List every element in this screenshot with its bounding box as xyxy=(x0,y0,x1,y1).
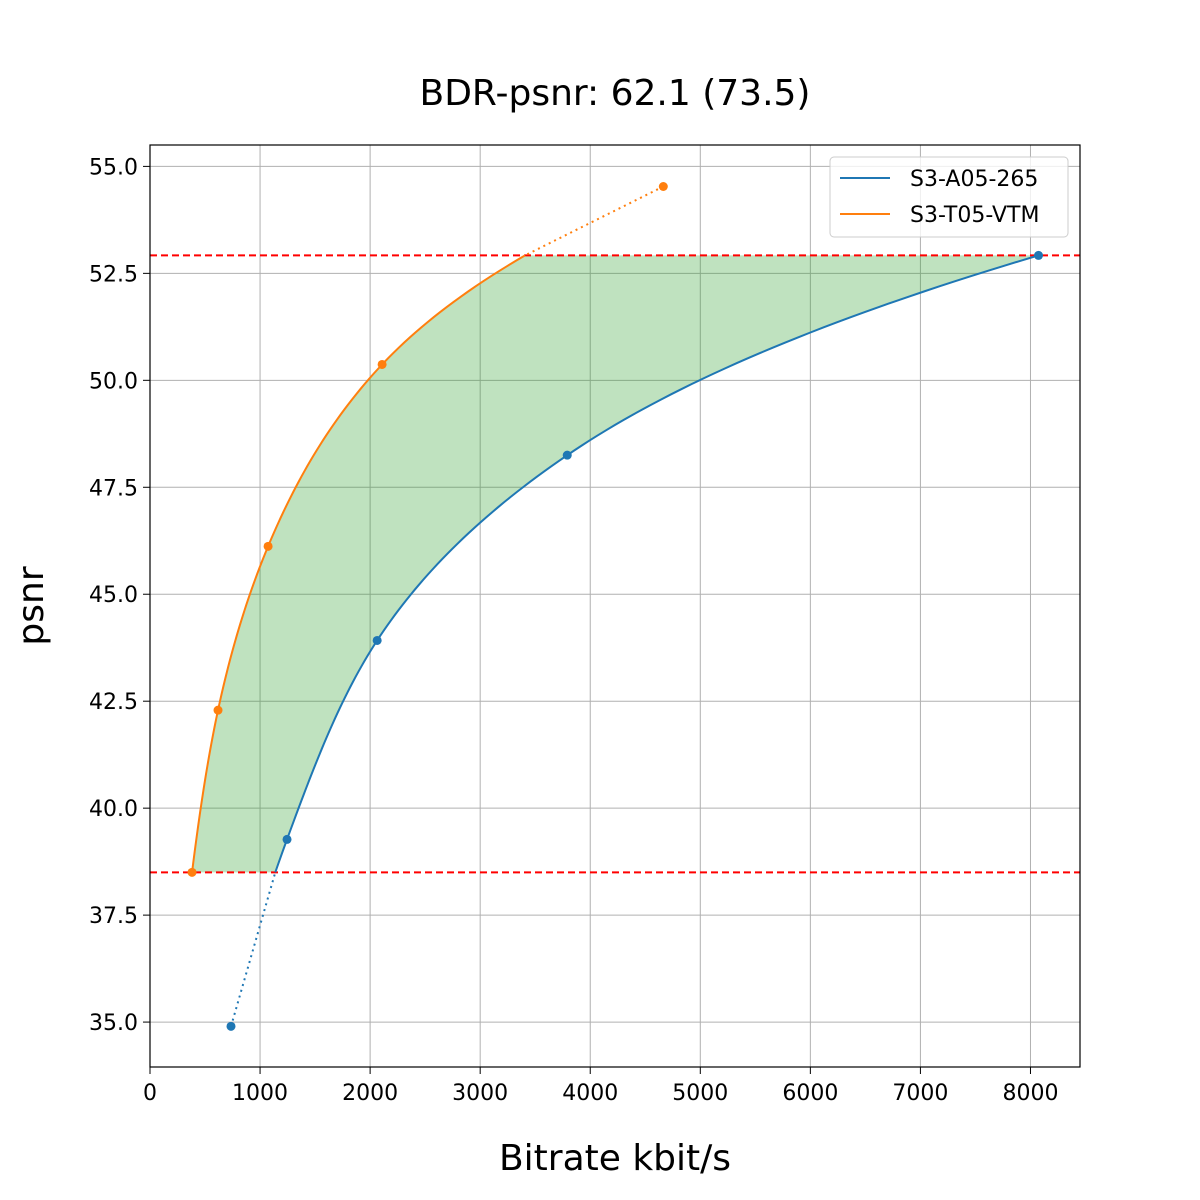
x-tick-label: 6000 xyxy=(782,1081,838,1106)
y-tick-label: 52.5 xyxy=(89,262,138,287)
x-tick-label: 2000 xyxy=(342,1081,398,1106)
x-tick-label: 1000 xyxy=(232,1081,288,1106)
series-line-0 xyxy=(274,254,1039,873)
x-tick-label: 3000 xyxy=(452,1081,508,1106)
data-point xyxy=(377,359,387,369)
x-tick-label: 4000 xyxy=(562,1081,618,1106)
x-tick-label: 7000 xyxy=(892,1081,948,1106)
reference-lines xyxy=(150,254,1080,874)
y-tick-label: 35.0 xyxy=(89,1011,138,1036)
x-axis-label: Bitrate kbit/s xyxy=(499,1138,731,1179)
x-tick-label: 5000 xyxy=(672,1081,728,1106)
y-tick-label: 50.0 xyxy=(89,369,138,394)
y-tick-label: 37.5 xyxy=(89,904,138,929)
series-group xyxy=(187,182,1044,1031)
data-point xyxy=(263,541,273,551)
y-tick-label: 45.0 xyxy=(89,583,138,608)
grid xyxy=(149,145,1080,1067)
y-tick-label: 55.0 xyxy=(89,155,138,180)
x-tick-label: 8000 xyxy=(1002,1081,1058,1106)
data-point xyxy=(213,705,223,715)
x-tick-label: 0 xyxy=(143,1081,157,1106)
ticks: 0 1000 2000 3000 4000 5000 6000 7000 8000 35.0 37.… xyxy=(89,155,1058,1106)
series-line-1 xyxy=(191,254,526,873)
data-point xyxy=(282,834,292,844)
legend-label-0: S3-A05-265 xyxy=(910,167,1038,192)
legend: S3-A05-265 S3-T05-VTM xyxy=(829,156,1069,238)
data-point xyxy=(658,182,668,192)
series-extension-dotted xyxy=(524,185,664,257)
plot-frame xyxy=(149,144,1081,1068)
data-point xyxy=(226,1021,236,1031)
legend-label-1: S3-T05-VTM xyxy=(910,203,1039,228)
bd-area xyxy=(192,255,1039,873)
y-tick-label: 42.5 xyxy=(89,690,138,715)
data-point xyxy=(187,867,197,877)
data-point xyxy=(1034,250,1044,260)
data-point xyxy=(372,635,382,645)
chart-title: BDR-psnr: 62.1 (73.5) xyxy=(420,73,811,114)
y-tick-label: 40.0 xyxy=(89,797,138,822)
y-tick-label: 47.5 xyxy=(89,476,138,501)
y-axis-label: psnr xyxy=(11,566,52,645)
series-extension-dotted xyxy=(230,872,277,1027)
data-point xyxy=(562,450,572,460)
area-between-curves xyxy=(192,255,1039,873)
